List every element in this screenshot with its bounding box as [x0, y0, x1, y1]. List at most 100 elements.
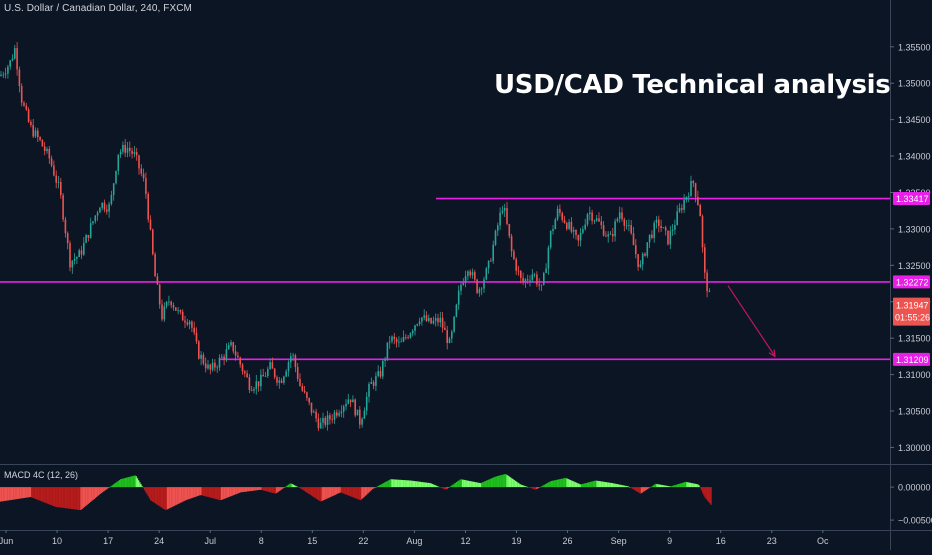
candle-body [267, 368, 269, 377]
macd-bar [241, 487, 243, 493]
macd-bar [374, 487, 376, 488]
macd-bar [636, 487, 638, 492]
macd-bar [466, 480, 469, 488]
macd-bar [364, 487, 367, 496]
macd-bar [666, 485, 668, 488]
candle-body [533, 274, 536, 276]
candle-body [170, 301, 172, 306]
candle-body [492, 244, 494, 262]
candle-body [690, 180, 692, 197]
macd-bar [494, 476, 496, 488]
level-price-tag[interactable] [893, 192, 930, 206]
candle-body [7, 66, 9, 74]
macd-bar [356, 487, 358, 499]
projection-arrow-shaft[interactable] [727, 285, 776, 357]
candle-body [27, 109, 30, 122]
candle [0, 71, 2, 77]
axes[interactable]: 1.355001.350001.345001.340001.335001.330… [0, 42, 932, 546]
macd-bar [618, 484, 620, 488]
candle [476, 278, 478, 295]
macd-bar [456, 482, 458, 488]
candle-body [165, 301, 168, 307]
candle [301, 383, 304, 393]
candle-body [600, 221, 603, 226]
macd-bar [579, 484, 581, 488]
macd-bar [199, 487, 201, 496]
macd-bar [688, 482, 691, 488]
candle [149, 215, 152, 231]
macd-bar [556, 479, 559, 488]
macd-bar [247, 487, 249, 492]
macd-bar [135, 476, 137, 488]
analysis-title: USD/CAD Technical analysis [494, 70, 891, 100]
candle-body [687, 196, 690, 197]
last-price-tag[interactable] [893, 297, 930, 326]
macd-bar [147, 487, 149, 497]
macd-bar [513, 479, 515, 488]
macd-bar [162, 487, 164, 509]
macd-bar [548, 482, 550, 488]
level-price-tag[interactable] [893, 352, 930, 366]
macd-bar [368, 487, 370, 493]
macd-bar [67, 487, 69, 509]
projection-arrow-head[interactable] [768, 349, 776, 358]
candle [198, 340, 200, 360]
macd-bar [206, 487, 208, 497]
projection-arrow[interactable] [727, 285, 776, 358]
candle-body [641, 253, 644, 265]
candle-body [616, 218, 619, 222]
macd-bar [148, 487, 151, 499]
macd-bar [694, 483, 697, 488]
candle [193, 321, 195, 336]
candle-body [66, 233, 69, 243]
macd-bar [381, 483, 383, 488]
macd-bar [15, 487, 17, 500]
level-price-tag[interactable] [893, 275, 930, 289]
macd-bar [316, 487, 319, 500]
macd-indicator-label[interactable]: MACD 4C (12, 26) [4, 470, 79, 480]
macd-bar [440, 487, 442, 488]
macd-bar [644, 487, 646, 491]
candle-body [53, 165, 55, 176]
candle-body [11, 58, 14, 61]
candle [681, 204, 683, 214]
macd-bar [304, 487, 307, 492]
candle-body [106, 209, 108, 212]
candle-body [487, 260, 490, 269]
candle-body [391, 336, 393, 342]
candle-body [108, 203, 110, 212]
macd-bar [621, 485, 623, 488]
candle-body [388, 341, 391, 343]
candle-body [398, 341, 400, 343]
candle-body [30, 121, 32, 126]
symbol-title[interactable]: U.S. Dollar / Canadian Dollar, 240, FXCM [4, 3, 192, 14]
candle [414, 324, 416, 336]
macd-bar [34, 487, 37, 499]
candle-body [78, 250, 80, 258]
macd-bar [393, 479, 395, 488]
macd-bar [519, 484, 521, 488]
macd-bar [640, 487, 643, 494]
candle [262, 368, 264, 377]
candle [554, 217, 557, 230]
candle [568, 218, 570, 231]
candle-body [172, 305, 175, 308]
macd-bar [222, 487, 224, 500]
level-lines[interactable] [0, 197, 890, 361]
macd-bar [168, 487, 170, 509]
macd-bar [111, 485, 113, 488]
macd-bar [290, 483, 292, 488]
macd-bar [205, 487, 207, 497]
macd-bar [234, 487, 236, 495]
macd-bar [434, 485, 436, 488]
candle-body [202, 354, 205, 364]
candle [510, 233, 513, 257]
macd-bar [691, 483, 693, 488]
candle [347, 393, 350, 405]
macd-bar [86, 487, 88, 505]
candle [563, 215, 566, 224]
candle [37, 127, 39, 143]
candle [570, 217, 573, 234]
